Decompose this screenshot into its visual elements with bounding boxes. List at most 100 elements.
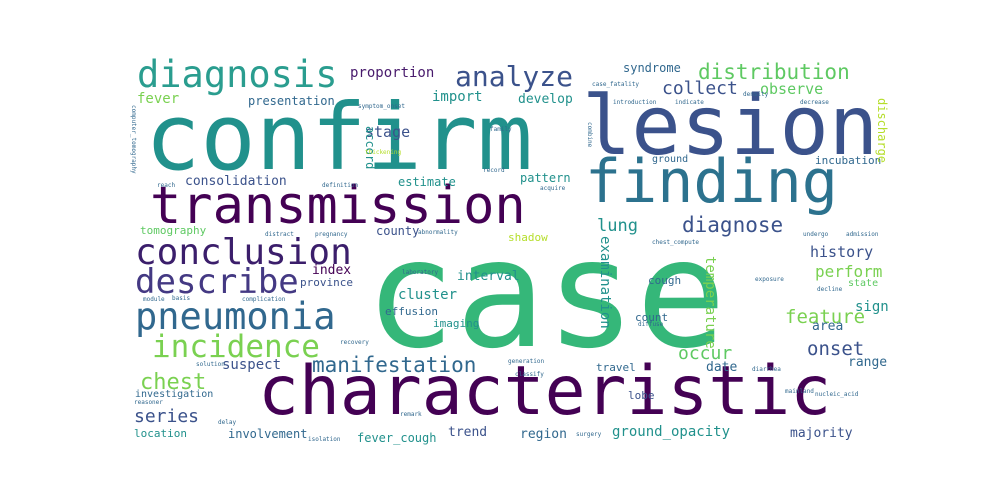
word-distribution: distribution bbox=[698, 60, 850, 84]
word-mainland: mainland bbox=[785, 388, 814, 395]
word-perform: perform bbox=[815, 262, 883, 281]
word-occur: occur bbox=[678, 343, 733, 364]
word-describe: describe bbox=[135, 262, 299, 302]
word-definition: definition bbox=[322, 182, 359, 189]
word-county: county bbox=[376, 224, 420, 238]
word-classify: classify bbox=[515, 371, 544, 378]
word-ground_opacity: ground_opacity bbox=[612, 424, 731, 440]
word-family: family bbox=[490, 126, 512, 133]
word-presentation: presentation bbox=[248, 94, 335, 108]
word-feature: feature bbox=[785, 306, 866, 328]
word-undergo: undergo bbox=[803, 231, 829, 238]
word-state: state bbox=[848, 278, 879, 289]
word-case: case bbox=[365, 208, 727, 382]
word-stage: stage bbox=[365, 123, 411, 141]
word-shadow: shadow bbox=[508, 231, 548, 244]
word-complication: complication bbox=[242, 296, 286, 303]
word-decrease: decrease bbox=[800, 99, 829, 106]
word-interval: interval bbox=[457, 269, 520, 284]
word-thickening: thickening bbox=[365, 149, 402, 156]
word-density: density bbox=[743, 91, 769, 98]
word-fever_cough: fever_cough bbox=[357, 431, 437, 445]
word-ground: ground bbox=[652, 154, 689, 165]
word-confirm: confirm bbox=[145, 84, 533, 191]
word-lesion: lesion bbox=[582, 79, 879, 174]
word-transmission: transmission bbox=[150, 176, 526, 236]
word-delay: delay bbox=[218, 419, 237, 426]
word-abnormality: abnormality bbox=[418, 229, 458, 236]
word-nucleic_acid: nucleic_acid bbox=[815, 391, 859, 398]
word-reach: reach bbox=[157, 182, 176, 189]
word-consolidation: consolidation bbox=[185, 174, 287, 189]
word-majority: majority bbox=[790, 426, 853, 441]
word-effusion: effusion bbox=[385, 305, 438, 318]
word-laboratory: laboratory bbox=[402, 269, 439, 276]
word-travel: travel bbox=[596, 361, 636, 374]
word-area: area bbox=[812, 319, 844, 334]
word-surgery: surgery bbox=[576, 431, 602, 438]
word-pneumonia: pneumonia bbox=[135, 295, 336, 338]
word-index: index bbox=[312, 263, 352, 278]
word-pregnancy: pregnancy bbox=[315, 231, 348, 238]
word-distract: distract bbox=[265, 231, 294, 238]
word-province: province bbox=[300, 276, 353, 289]
word-examination: examination bbox=[597, 236, 613, 329]
word-combine: combine bbox=[586, 122, 593, 148]
word-discharge: discharge bbox=[875, 98, 889, 164]
word-diarrhea: diarrhea bbox=[752, 366, 781, 373]
word-diagnosis: diagnosis bbox=[137, 53, 338, 96]
word-lung: lung bbox=[597, 216, 638, 236]
word-remark: remark bbox=[400, 411, 422, 418]
word-tomography: tomography bbox=[140, 224, 207, 237]
word-incubation: incubation bbox=[815, 154, 882, 167]
word-introduction: introduction bbox=[613, 99, 657, 106]
word-region: region bbox=[520, 427, 567, 442]
word-chest: chest bbox=[140, 370, 207, 395]
word-sign: sign bbox=[855, 299, 889, 315]
word-investigation: investigation bbox=[135, 389, 214, 400]
word-characteristic: characteristic bbox=[258, 352, 832, 431]
word-generation: generation bbox=[508, 358, 545, 365]
word-history: history bbox=[810, 243, 874, 261]
word-imaging: imaging bbox=[433, 317, 480, 330]
word-solution: solution bbox=[196, 361, 225, 368]
word-count: count bbox=[635, 311, 669, 324]
word-reasoner: reasoner bbox=[134, 399, 163, 406]
word-module: module bbox=[143, 296, 165, 303]
word-trend: trend bbox=[448, 425, 488, 440]
word-cough: cough bbox=[648, 274, 682, 287]
word-fever: fever bbox=[137, 91, 180, 107]
word-onset: onset bbox=[807, 338, 865, 360]
word-conclusion: conclusion bbox=[135, 232, 352, 273]
word-basis: basis bbox=[172, 295, 191, 302]
word-isolation: isolation bbox=[308, 436, 341, 443]
word-develop: develop bbox=[518, 92, 573, 107]
word-series: series bbox=[134, 406, 200, 427]
word-involvement: involvement bbox=[228, 427, 308, 441]
word-location: location bbox=[134, 427, 187, 440]
word-chest_compute: chest_compute bbox=[652, 239, 699, 246]
word-lobe: lobe bbox=[628, 389, 655, 402]
word-recovery: recovery bbox=[340, 339, 369, 346]
word-manifestation: manifestation bbox=[312, 353, 477, 377]
word-exposure: exposure bbox=[755, 276, 784, 283]
word-import: import bbox=[432, 89, 483, 105]
word-suspect: suspect bbox=[222, 357, 282, 373]
word-finding: finding bbox=[585, 147, 838, 217]
word-record: record bbox=[483, 167, 505, 174]
word-range: range bbox=[848, 355, 888, 370]
word-computer_tomography: computer_tomography bbox=[130, 105, 137, 174]
word-admission: admission bbox=[846, 231, 879, 238]
word-estimate: estimate bbox=[398, 175, 456, 189]
word-indicate: indicate bbox=[675, 99, 704, 106]
word-date: date bbox=[706, 360, 738, 375]
word-proportion: proportion bbox=[350, 65, 435, 81]
word-acquire: acquire bbox=[540, 185, 566, 192]
word-incidence: incidence bbox=[152, 329, 320, 365]
word-analyze: analyze bbox=[455, 60, 574, 93]
word-decline: decline bbox=[817, 286, 843, 293]
word-accord: accord bbox=[363, 126, 377, 170]
word-diffuse: diffuse bbox=[638, 321, 664, 328]
word-diagnose: diagnose bbox=[682, 213, 784, 237]
